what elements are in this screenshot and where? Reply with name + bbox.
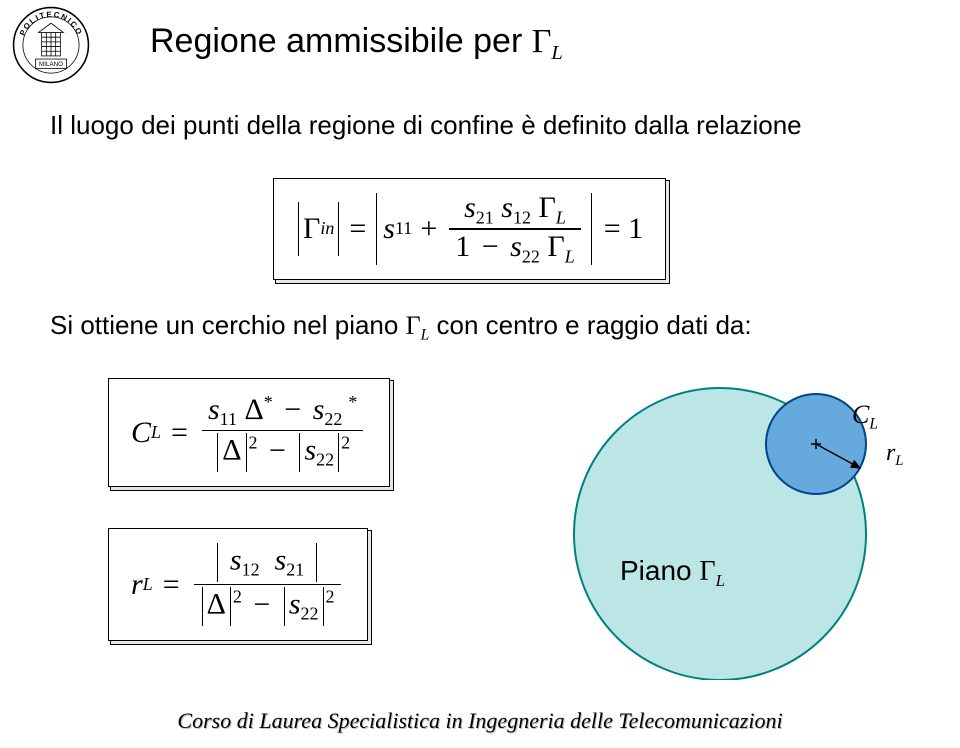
- one: 1: [455, 230, 470, 263]
- s21-sub: 21: [286, 560, 304, 580]
- abs-bar: [284, 587, 285, 626]
- fraction: s11 Δ* − s22* Δ2 − s222: [202, 391, 363, 474]
- s22-star: *: [348, 392, 357, 412]
- equation-3: rL = s12 s21 Δ2 − s222: [108, 528, 368, 641]
- s11: s: [208, 393, 220, 426]
- equals: =: [349, 212, 366, 246]
- s11-sub: 11: [395, 218, 412, 239]
- sq: 2: [249, 433, 258, 453]
- abs-bar: [338, 202, 339, 256]
- sq: 2: [233, 587, 242, 607]
- gamma-L-sub: L: [565, 246, 575, 266]
- abs-bar: [230, 587, 231, 626]
- delta: Δ: [222, 434, 241, 467]
- abs-bar: [323, 587, 324, 626]
- sq: 2: [326, 587, 335, 607]
- s12: s: [501, 191, 513, 224]
- abs-bar: [316, 543, 317, 582]
- title-gamma: Γ: [532, 23, 552, 60]
- rL-sub: L: [895, 453, 903, 469]
- gamma-in-sub: in: [320, 218, 334, 239]
- s22-sub: 22: [522, 246, 540, 266]
- equation-3-shadow: rL = s12 s21 Δ2 − s222: [110, 530, 372, 645]
- s21-sub: 21: [476, 207, 494, 227]
- plane-gamma: Γ: [699, 556, 715, 587]
- s12-sub: 12: [513, 207, 531, 227]
- plane-gamma-sub: L: [716, 571, 725, 590]
- equation-2-shadow: CL = s11 Δ* − s22* Δ2 − s222: [110, 380, 394, 491]
- s11-sub: 11: [220, 409, 237, 429]
- r: r: [131, 568, 143, 602]
- gamma-L: Γ: [538, 191, 555, 224]
- slide-title: Regione ammissibile per ΓL: [150, 22, 563, 65]
- plane-label: Piano ΓL: [620, 555, 725, 591]
- C-sub: L: [151, 422, 161, 443]
- s22-sub: 22: [316, 450, 334, 470]
- fraction: s12 s21 Δ2 − s222: [194, 541, 341, 628]
- plus: +: [420, 212, 437, 246]
- s22: s: [304, 434, 316, 467]
- result-gamma-sub: L: [421, 326, 430, 343]
- title-gamma-sub: L: [551, 42, 562, 64]
- s22: s: [313, 393, 325, 426]
- result-gamma: Γ: [406, 311, 421, 340]
- course-footer: Corso di Laurea Specialistica in Ingegne…: [0, 708, 960, 734]
- equation-2: CL = s11 Δ* − s22* Δ2 − s222: [108, 378, 390, 487]
- sq: 2: [341, 433, 350, 453]
- center-label: CL: [852, 400, 878, 433]
- radius-label: rL: [886, 440, 903, 470]
- s22: s: [289, 588, 301, 621]
- abs-bar: [298, 202, 299, 256]
- abs-bar: [217, 433, 218, 472]
- abs-bar: [246, 433, 247, 472]
- delta: Δ: [244, 393, 263, 426]
- rL: r: [886, 440, 895, 466]
- s22: s: [510, 230, 522, 263]
- equals: =: [171, 416, 188, 450]
- equals: =: [163, 568, 180, 602]
- s22-sub: 22: [324, 409, 342, 429]
- CL-sub: L: [869, 415, 878, 432]
- s21: s: [275, 543, 287, 576]
- equals-one: = 1: [604, 212, 643, 246]
- abs-bar: [202, 587, 203, 626]
- abs-bar: [591, 193, 592, 265]
- result-post: con centro e raggio dati da:: [429, 310, 751, 340]
- CL: C: [852, 400, 869, 429]
- gamma-L: Γ: [547, 230, 564, 263]
- equation-1-shadow: Γin = s11 + s21 s12 ΓL 1 − s22 ΓL = 1: [275, 180, 670, 284]
- gamma-plane-diagram: [560, 380, 900, 680]
- delta-star: *: [264, 392, 273, 412]
- gamma-in: Γ: [303, 212, 320, 246]
- s11: s: [383, 212, 395, 246]
- logo-bottom-text: MILANO: [39, 61, 63, 68]
- title-text: Regione ammissibile per: [150, 22, 532, 60]
- minus: −: [269, 434, 286, 467]
- s12: s: [230, 543, 242, 576]
- result-pre: Si ottiene un cerchio nel piano: [50, 310, 406, 340]
- s22-sub: 22: [301, 604, 319, 624]
- result-text: Si ottiene un cerchio nel piano ΓL con c…: [50, 310, 752, 344]
- minus: −: [482, 230, 499, 263]
- plane-pre: Piano: [620, 555, 699, 586]
- delta: Δ: [207, 588, 226, 621]
- abs-bar: [217, 543, 218, 582]
- institution-logo: POLITECNICO MILANO: [12, 6, 90, 84]
- abs-bar: [299, 433, 300, 472]
- equation-1: Γin = s11 + s21 s12 ΓL 1 − s22 ΓL = 1: [273, 178, 666, 280]
- gamma-L-sub: L: [556, 207, 566, 227]
- minus: −: [284, 393, 301, 426]
- C: C: [131, 416, 151, 450]
- abs-bar: [376, 193, 377, 265]
- s21: s: [464, 191, 476, 224]
- minus: −: [253, 588, 270, 621]
- intro-text: Il luogo dei punti della regione di conf…: [50, 110, 802, 141]
- r-sub: L: [143, 574, 153, 595]
- s12-sub: 12: [242, 560, 260, 580]
- abs-bar: [338, 433, 339, 472]
- fraction: s21 s12 ΓL 1 − s22 ΓL: [449, 191, 580, 267]
